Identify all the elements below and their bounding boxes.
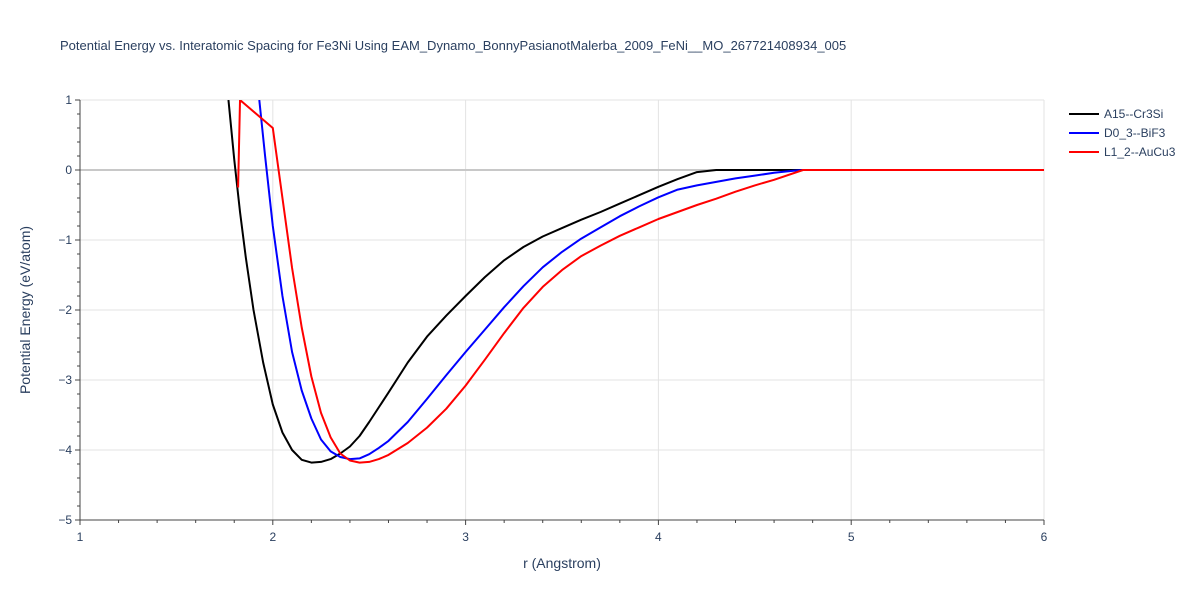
y-tick-label: −4	[58, 443, 72, 457]
y-tick-label: −3	[58, 373, 72, 387]
x-tick-label: 6	[1041, 530, 1048, 544]
y-axis-title: Potential Energy (eV/atom)	[17, 226, 33, 394]
y-tick-label: −2	[58, 303, 72, 317]
x-tick-label: 1	[77, 530, 84, 544]
y-tick-label: 0	[65, 163, 72, 177]
legend-label: A15--Cr3Si	[1104, 107, 1163, 121]
x-tick-label: 4	[655, 530, 662, 544]
x-axis-title: r (Angstrom)	[523, 555, 601, 571]
legend: A15--Cr3Si D0_3--BiF3 L1_2--AuCu3	[1069, 107, 1176, 159]
legend-label: D0_3--BiF3	[1104, 126, 1166, 140]
y-tick-label: −5	[58, 513, 72, 527]
x-tick-label: 2	[269, 530, 276, 544]
series-line-1	[227, 100, 1044, 464]
x-tick-label: 3	[462, 530, 469, 544]
series-line-2	[258, 100, 1044, 461]
y-tick-label: 1	[65, 93, 72, 107]
axes: 1 2 3 4 5 6 1 0 −1 −2 −3 −4 −5	[58, 93, 1047, 544]
series-line-3	[237, 100, 1044, 464]
y-tick-label: −1	[58, 233, 72, 247]
x-tick-label: 5	[848, 530, 855, 544]
plot-area	[227, 100, 1044, 464]
legend-label: L1_2--AuCu3	[1104, 145, 1176, 159]
chart-title: Potential Energy vs. Interatomic Spacing…	[60, 38, 846, 53]
